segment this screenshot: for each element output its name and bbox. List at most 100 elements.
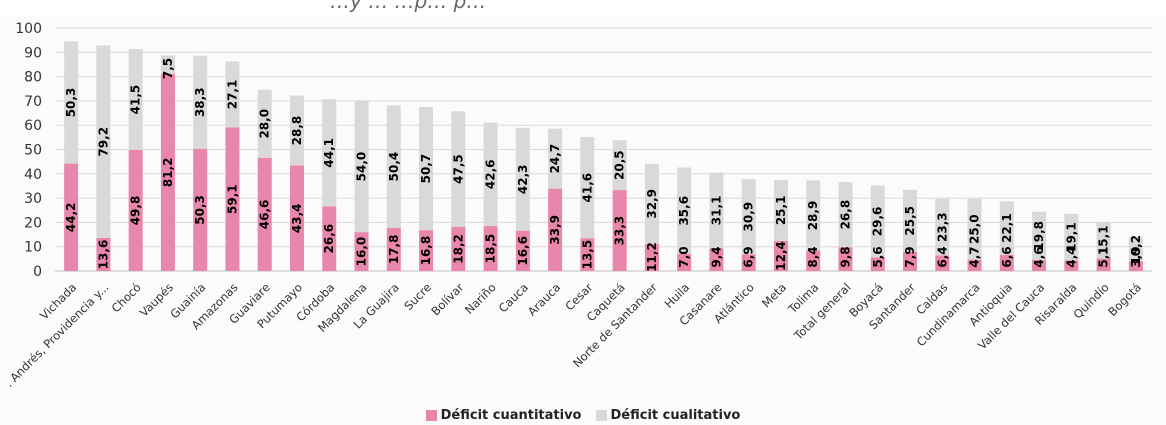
label-cuantitativo-quindio: 5,1 [1097, 246, 1111, 267]
bar-cualitativo-bolivar[interactable] [451, 111, 466, 227]
bar-cualitativo-amazonas[interactable] [225, 61, 240, 128]
bar-cualitativo-cundinamarca[interactable] [967, 198, 982, 260]
bar-cualitativo-risaralda[interactable] [1064, 213, 1079, 261]
bar-cuantitativo-tolima[interactable] [806, 250, 821, 271]
bar-cuantitativo-total-general[interactable] [838, 247, 853, 271]
label-cualitativo-cesar: 41,6 [580, 173, 594, 203]
bar-cuantitativo-vaupes[interactable] [160, 73, 175, 272]
x-tick-label-bogota: Bogotá [1105, 280, 1144, 319]
label-cuantitativo-caldas: 6,4 [935, 246, 949, 267]
bar-cualitativo-total-general[interactable] [838, 182, 853, 248]
bar-cuantitativo-cundinamarca[interactable] [967, 259, 982, 271]
label-cuantitativo-andres-providencia-y: 13,6 [96, 240, 110, 270]
bar-cuantitativo-magdalena[interactable] [354, 232, 369, 271]
bar-cualitativo-magdalena[interactable] [354, 100, 369, 233]
bar-cuantitativo-caldas[interactable] [935, 255, 950, 271]
bar-cuantitativo-choco[interactable] [128, 149, 143, 271]
bar-cualitativo-tolima[interactable] [806, 180, 821, 251]
bar-cualitativo-cesar[interactable] [580, 137, 595, 239]
label-cualitativo-cundinamarca: 25,0 [968, 214, 982, 244]
legend-item-cuantitativo[interactable]: Déficit cuantitativo [425, 408, 582, 423]
bar-cuantitativo-sucre[interactable] [419, 230, 434, 271]
bar-cuantitativo-risaralda[interactable] [1064, 260, 1079, 271]
label-cualitativo-sucre: 50,7 [419, 154, 433, 184]
bar-cuantitativo-caqueta[interactable] [612, 190, 627, 271]
bar-cualitativo-guainia[interactable] [193, 55, 208, 149]
bar-cuantitativo-casanare[interactable] [709, 248, 724, 271]
label-cualitativo-arauca: 24,7 [548, 144, 562, 174]
bar-cuantitativo-santander[interactable] [903, 251, 918, 271]
bar-cuantitativo-cesar[interactable] [580, 238, 595, 271]
legend-item-cualitativo[interactable]: Déficit cualitativo [595, 407, 741, 423]
label-cuantitativo-amazonas: 59,1 [225, 184, 239, 214]
label-cualitativo-atlantico: 30,9 [742, 202, 756, 232]
bar-cuantitativo-valle-del-cauca[interactable] [1032, 259, 1047, 271]
bar-cualitativo-arauca[interactable] [548, 128, 563, 189]
bar-cualitativo-casanare[interactable] [709, 172, 724, 249]
y-axis-ticks: 0 10 20 30 40 50 60 70 80 90 100 [15, 21, 42, 280]
bar-cualitativo-valle-del-cauca[interactable] [1032, 211, 1047, 260]
bar-cualitativo-putumayo[interactable] [289, 95, 304, 166]
y-tick-label-70: 70 [24, 94, 42, 110]
legend-label-cualitativo: Déficit cualitativo [610, 407, 741, 423]
bar-cualitativo-huila[interactable] [677, 167, 692, 254]
label-cualitativo-vichada: 50,3 [64, 88, 78, 118]
bar-cualitativo-atlantico[interactable] [741, 179, 756, 255]
bar-cualitativo-meta[interactable] [773, 179, 788, 241]
bar-cualitativo-sucre[interactable] [419, 106, 434, 231]
bar-cuantitativo-quindio[interactable] [1096, 258, 1111, 271]
bar-cuantitativo-cordoba[interactable] [322, 206, 337, 271]
bar-cualitativo-andres-providencia-y[interactable] [96, 45, 111, 238]
bar-cualitativo-la-guajira[interactable] [386, 105, 401, 228]
label-cuantitativo-bolivar: 18,2 [451, 234, 465, 264]
label-cualitativo-santander: 25,5 [903, 206, 917, 236]
label-cualitativo-la-guajira: 50,4 [387, 152, 401, 182]
label-cualitativo-vaupes: 7,5 [161, 58, 175, 79]
bar-cualitativo-vaupes[interactable] [160, 55, 175, 74]
label-cuantitativo-huila: 7,0 [677, 246, 691, 267]
bar-cuantitativo-boyaca[interactable] [870, 257, 885, 271]
bar-cualitativo-cauca[interactable] [515, 127, 530, 231]
bar-cuantitativo-bolivar[interactable] [451, 226, 466, 271]
bar-cuantitativo-andres-providencia-y[interactable] [96, 237, 111, 271]
bar-cualitativo-norte-de-santander[interactable] [644, 163, 659, 244]
bar-cuantitativo-meta[interactable] [773, 240, 788, 271]
bar-cuantitativo-bogota[interactable] [1128, 261, 1143, 271]
label-cuantitativo-vaupes: 81,2 [161, 158, 175, 188]
y-tick-label-100: 100 [15, 21, 42, 37]
bar-cualitativo-quindio[interactable] [1096, 221, 1111, 259]
label-cuantitativo-bogota: 3,9 [1129, 246, 1143, 267]
bar-cualitativo-choco[interactable] [128, 49, 143, 150]
bar-cuantitativo-cauca[interactable] [515, 230, 530, 271]
bar-cualitativo-boyaca[interactable] [870, 185, 885, 258]
bar-cualitativo-antioquia[interactable] [999, 201, 1014, 255]
bar-cualitativo-guaviare[interactable] [257, 89, 272, 158]
bar-cuantitativo-atlantico[interactable] [741, 254, 756, 271]
bar-cuantitativo-guainia[interactable] [193, 148, 208, 271]
bar-cualitativo-caqueta[interactable] [612, 140, 627, 191]
label-cuantitativo-total-general: 9,8 [838, 246, 852, 267]
bar-cuantitativo-la-guajira[interactable] [386, 227, 401, 271]
label-cuantitativo-boyaca: 5,6 [871, 246, 885, 267]
legend-swatch-cuantitativo [425, 409, 437, 421]
bar-cuantitativo-vichada[interactable] [64, 163, 79, 271]
bar-cuantitativo-guaviare[interactable] [257, 157, 272, 271]
bar-cuantitativo-huila[interactable] [677, 253, 692, 271]
bar-cuantitativo-antioquia[interactable] [999, 254, 1014, 271]
y-tick-label-50: 50 [24, 143, 42, 159]
bar-cualitativo-caldas[interactable] [935, 198, 950, 256]
bar-cualitativo-cordoba[interactable] [322, 99, 337, 207]
bar-cualitativo-vichada[interactable] [64, 41, 79, 164]
label-cuantitativo-cordoba: 26,6 [322, 224, 336, 254]
bar-cualitativo-narino[interactable] [483, 122, 498, 227]
bar-cualitativo-bogota[interactable] [1128, 236, 1143, 262]
bar-cuantitativo-putumayo[interactable] [289, 165, 304, 271]
bar-cuantitativo-norte-de-santander[interactable] [644, 243, 659, 271]
bar-cuantitativo-narino[interactable] [483, 226, 498, 271]
bar-cualitativo-santander[interactable] [903, 189, 918, 252]
bar-cuantitativo-arauca[interactable] [548, 188, 563, 271]
label-cualitativo-narino: 42,6 [484, 159, 498, 189]
bar-cuantitativo-amazonas[interactable] [225, 127, 240, 272]
y-tick-label-40: 40 [24, 167, 42, 183]
label-cuantitativo-caqueta: 33,3 [613, 216, 627, 246]
